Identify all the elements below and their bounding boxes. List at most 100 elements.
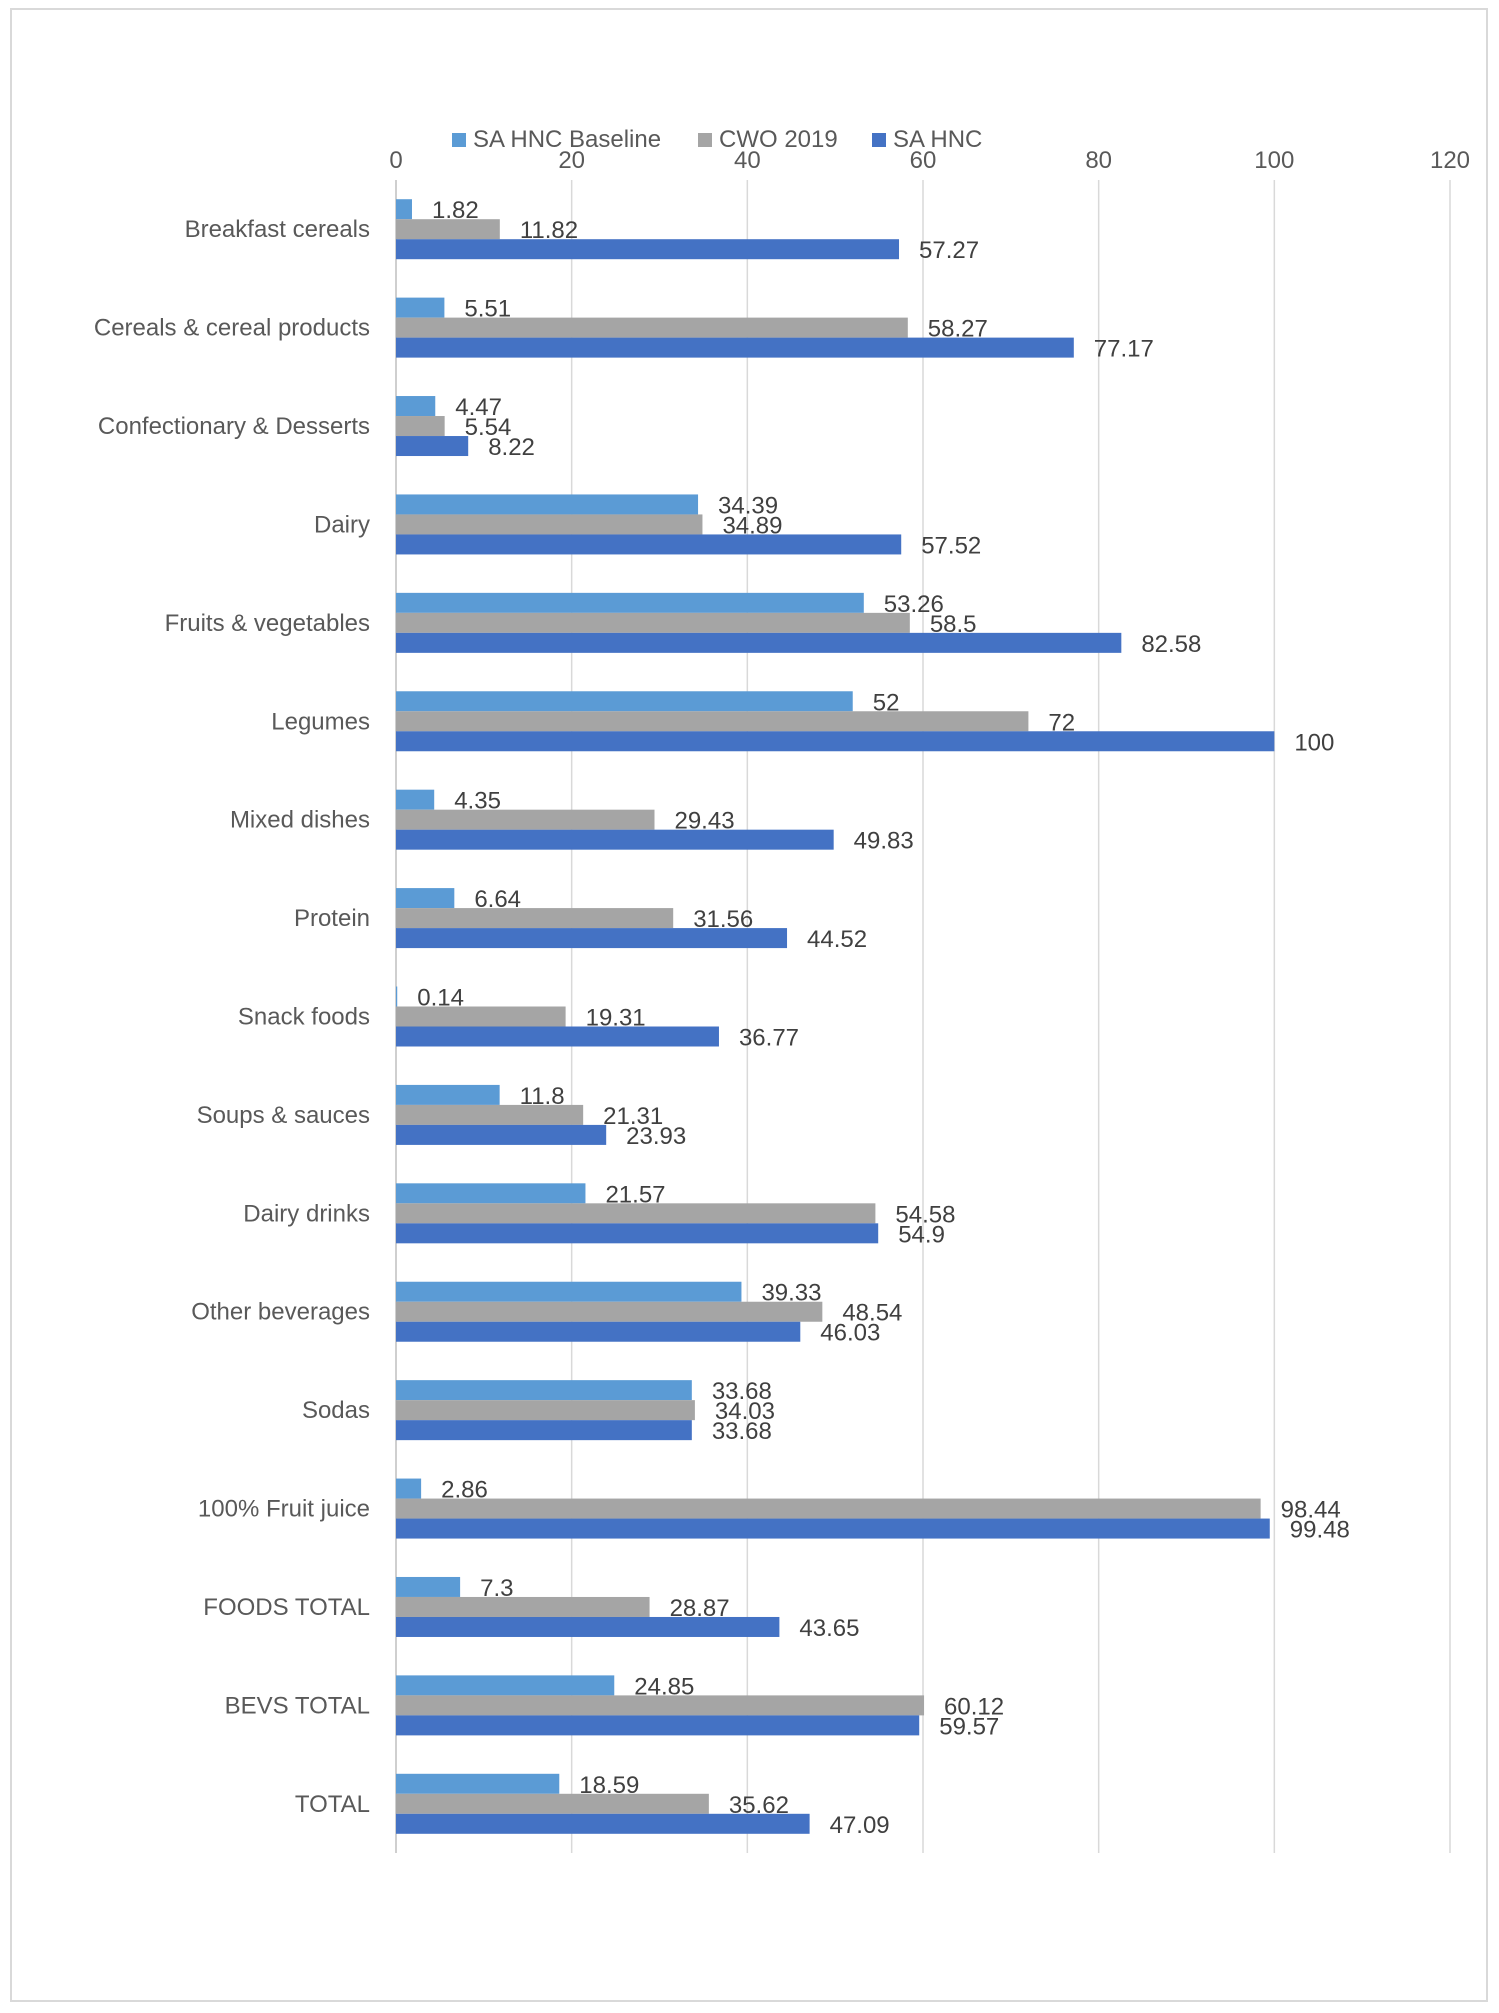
category-label-snack-foods: Snack foods [238,1004,370,1031]
data-label-cwo-2019-snack-foods: 19.31 [586,1005,646,1032]
data-label-cwo-2019-other-beverages: 48.54 [842,1300,902,1327]
data-label-sa-hnc-baseline-sodas: 33.68 [712,1378,772,1405]
bar-sa-hnc-baseline-foods-total [396,1576,461,1597]
bar-sa-hnc-protein [396,928,788,949]
bar-sa-hnc-baseline-confectionary-desserts [396,396,436,417]
data-label-cwo-2019-fruits-vegetables: 58.5 [930,611,977,638]
category-label-dairy: Dairy [314,511,370,538]
data-label-cwo-2019-100-fruit-juice: 98.44 [1281,1497,1341,1524]
bar-sa-hnc-snack-foods [396,1026,719,1047]
bar-sa-hnc-baseline-cereals-cereal-products [396,297,445,318]
bar-sa-hnc-baseline-mixed-dishes [396,789,435,810]
data-label-sa-hnc-snack-foods: 36.77 [739,1025,799,1052]
bar-cwo-2019-legumes [396,711,1029,732]
category-label-breakfast-cereals: Breakfast cereals [185,216,370,243]
category-label-legumes: Legumes [271,708,370,735]
bar-sa-hnc-baseline-total [396,1773,560,1794]
data-label-sa-hnc-baseline-soups-sauces: 11.8 [520,1083,565,1110]
data-label-sa-hnc-baseline-100-fruit-juice: 2.86 [441,1477,488,1504]
x-tick-label-100: 100 [1254,147,1294,174]
bar-sa-hnc-cereals-cereal-products [396,337,1074,358]
data-label-cwo-2019-protein: 31.56 [693,906,753,933]
bar-cwo-2019-confectionary-desserts [396,416,445,437]
data-label-sa-hnc-baseline-fruits-vegetables: 53.26 [884,591,944,618]
category-label-protein: Protein [294,905,370,932]
bar-cwo-2019-fruits-vegetables [396,612,910,633]
bar-cwo-2019-other-beverages [396,1301,823,1322]
bar-sa-hnc-other-beverages [396,1321,801,1342]
data-label-sa-hnc-baseline-total: 18.59 [579,1772,639,1799]
bar-sa-hnc-baseline-snack-foods [396,986,398,1007]
bar-cwo-2019-soups-sauces [396,1104,584,1125]
data-label-sa-hnc-sodas: 33.68 [712,1418,772,1445]
data-label-sa-hnc-baseline-protein: 6.64 [474,886,521,913]
category-label-soups-sauces: Soups & sauces [197,1102,370,1129]
x-axis-ticks: 0 20 40 60 80 100 120 [389,147,1470,174]
data-label-sa-hnc-baseline-mixed-dishes: 4.35 [454,788,501,815]
data-label-sa-hnc-other-beverages: 46.03 [820,1320,880,1347]
bar-sa-hnc-baseline-legumes [396,691,853,712]
bar-cwo-2019-bevs-total [396,1695,925,1716]
category-label-foods-total: FOODS TOTAL [203,1594,370,1621]
data-label-sa-hnc-baseline-confectionary-desserts: 4.47 [455,394,502,421]
data-label-sa-hnc-baseline-dairy-drinks: 21.57 [605,1181,665,1208]
data-label-sa-hnc-legumes: 100 [1294,729,1334,756]
bar-cwo-2019-dairy [396,514,703,535]
category-label-dairy-drinks: Dairy drinks [243,1200,370,1227]
legend-label-sa-hnc: SA HNC [893,126,982,153]
x-tick-label-40: 40 [734,147,761,174]
bar-sa-hnc-foods-total [396,1616,780,1637]
x-tick-label-120: 120 [1430,147,1470,174]
category-label-bevs-total: BEVS TOTAL [225,1692,370,1719]
category-label-sodas: Sodas [302,1397,370,1424]
data-label-cwo-2019-confectionary-desserts: 5.54 [465,414,512,441]
bar-cwo-2019-foods-total [396,1596,650,1617]
data-label-cwo-2019-dairy-drinks: 54.58 [895,1201,955,1228]
bar-sa-hnc-baseline-bevs-total [396,1675,615,1696]
legend-swatch-sa-hnc [872,133,886,147]
data-label-sa-hnc-100-fruit-juice: 99.48 [1290,1517,1350,1544]
bar-cwo-2019-100-fruit-juice [396,1498,1261,1519]
category-label-cereals-cereal-products: Cereals & cereal products [94,315,370,342]
data-label-cwo-2019-bevs-total: 60.12 [944,1693,1004,1720]
bar-sa-hnc-dairy [396,534,902,555]
data-label-cwo-2019-foods-total: 28.87 [670,1595,730,1622]
bars [396,199,1275,1834]
data-label-sa-hnc-baseline-other-beverages: 39.33 [761,1280,821,1307]
bar-sa-hnc-dairy-drinks [396,1223,879,1244]
legend-label-sa-hnc-baseline: SA HNC Baseline [473,126,661,153]
data-label-sa-hnc-protein: 44.52 [807,926,867,953]
bar-sa-hnc-breakfast-cereals [396,239,900,260]
data-label-sa-hnc-dairy-drinks: 54.9 [898,1221,945,1248]
category-label-confectionary-desserts: Confectionary & Desserts [98,413,370,440]
bar-sa-hnc-baseline-dairy [396,494,699,515]
data-label-cwo-2019-cereals-cereal-products: 58.27 [928,316,988,343]
x-tick-label-20: 20 [558,147,585,174]
bar-cwo-2019-dairy-drinks [396,1203,876,1224]
bar-sa-hnc-baseline-dairy-drinks [396,1183,586,1204]
grid-layer [395,180,1451,1853]
bar-cwo-2019-mixed-dishes [396,809,655,830]
bar-sa-hnc-baseline-soups-sauces [396,1084,500,1105]
category-label-100-fruit-juice: 100% Fruit juice [198,1496,370,1523]
bar-sa-hnc-100-fruit-juice [396,1518,1270,1539]
category-label-fruits-vegetables: Fruits & vegetables [165,610,370,637]
bar-sa-hnc-fruits-vegetables [396,632,1122,653]
bar-cwo-2019-cereals-cereal-products [396,317,908,338]
bar-cwo-2019-sodas [396,1400,695,1421]
category-label-other-beverages: Other beverages [191,1299,370,1326]
data-label-sa-hnc-soups-sauces: 23.93 [626,1123,686,1150]
data-label-cwo-2019-sodas: 34.03 [715,1398,775,1425]
bar-sa-hnc-total [396,1813,810,1834]
data-label-cwo-2019-total: 35.62 [729,1792,789,1819]
data-label-cwo-2019-dairy: 34.89 [722,512,782,539]
data-label-sa-hnc-fruits-vegetables: 82.58 [1141,631,1201,658]
legend-swatch-cwo-2019 [698,133,712,147]
data-label-sa-hnc-bevs-total: 59.57 [939,1713,999,1740]
category-label-total: TOTAL [295,1791,370,1818]
data-label-sa-hnc-foods-total: 43.65 [799,1615,859,1642]
data-label-cwo-2019-breakfast-cereals: 11.82 [520,217,578,244]
data-label-sa-hnc-mixed-dishes: 49.83 [854,828,914,855]
bar-sa-hnc-baseline-100-fruit-juice [396,1478,422,1499]
bar-sa-hnc-baseline-other-beverages [396,1281,742,1302]
